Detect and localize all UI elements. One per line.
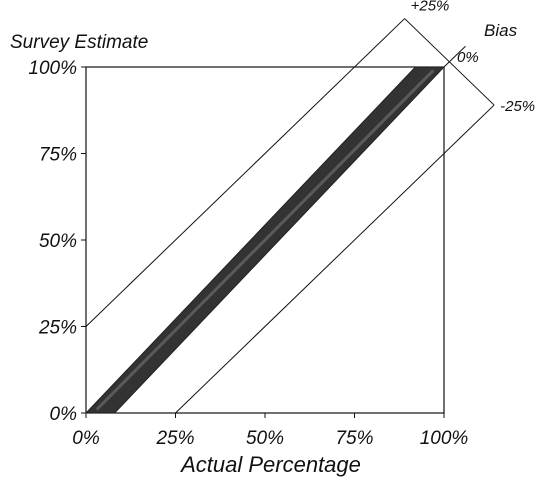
y-tick-label: 75%: [39, 145, 77, 166]
x-tick-label: 75%: [335, 428, 373, 449]
x-tick-label: 50%: [246, 428, 284, 449]
y-tick-label: 50%: [39, 231, 77, 252]
bias-label-1: 0%: [457, 49, 479, 66]
x-tick-label: 100%: [420, 428, 469, 449]
bias-label-2: -25%: [500, 98, 535, 115]
bias-line-zero-ext: [443, 45, 466, 68]
bias-line-minus25: [175, 104, 495, 414]
band-highlight: [95, 69, 435, 411]
bias-scale-line: [404, 18, 495, 106]
x-axis-label: Actual Percentage: [179, 452, 361, 477]
y-axis-label: Survey Estimate: [10, 32, 148, 53]
bias-line-plus25: [85, 18, 405, 327]
bias-label: Bias: [484, 21, 518, 40]
y-tick-label: 25%: [38, 318, 77, 339]
x-tick-label: 0%: [72, 428, 100, 449]
bias-label-0: +25%: [411, 0, 450, 15]
x-tick-label: 25%: [155, 428, 194, 449]
y-tick-label: 100%: [28, 58, 77, 79]
y-tick-label: 0%: [50, 404, 78, 425]
